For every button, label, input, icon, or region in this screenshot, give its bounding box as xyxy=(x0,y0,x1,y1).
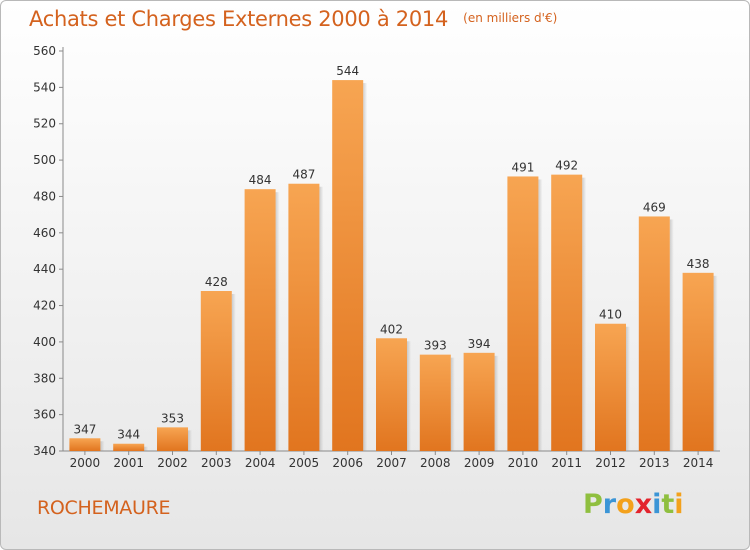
bar xyxy=(682,272,714,451)
bar-shadow xyxy=(669,219,674,451)
logo-letter: i xyxy=(652,489,662,520)
y-tick-label: 400 xyxy=(33,335,56,349)
proxiti-logo: Proxiti xyxy=(583,489,684,520)
x-tick-label: 2008 xyxy=(420,456,451,470)
y-tick-label: 440 xyxy=(33,262,56,276)
bar xyxy=(288,183,320,451)
logo-letter: o xyxy=(616,489,635,520)
y-tick-label: 420 xyxy=(33,299,56,313)
y-tick-label: 360 xyxy=(33,408,56,422)
x-tick-label: 2014 xyxy=(683,456,714,470)
bar-shadow xyxy=(319,186,324,451)
x-tick-label: 2009 xyxy=(464,456,495,470)
logo-letter: t xyxy=(661,489,675,520)
bar-value-label: 344 xyxy=(117,428,140,442)
y-tick-label: 540 xyxy=(33,80,56,94)
bar xyxy=(157,427,188,451)
bar-value-label: 544 xyxy=(336,64,359,78)
bar-shadow xyxy=(188,430,192,451)
x-tick-label: 2010 xyxy=(508,456,539,470)
chart-title-block: Achats et Charges Externes 2000 à 2014 (… xyxy=(29,7,557,31)
y-tick-label: 500 xyxy=(33,153,56,167)
bar-value-label: 438 xyxy=(687,257,710,271)
bar xyxy=(419,354,451,451)
bar-shadow xyxy=(407,341,411,451)
bar-value-label: 487 xyxy=(292,168,315,182)
bar xyxy=(113,443,145,451)
bar xyxy=(69,438,101,451)
x-tick-label: 2007 xyxy=(376,456,407,470)
bar-shadow xyxy=(100,441,105,451)
bar-shadow xyxy=(450,357,455,451)
bar xyxy=(244,189,276,451)
x-tick-label: 2011 xyxy=(551,456,582,470)
bar-shadow xyxy=(538,179,543,452)
y-tick-label: 460 xyxy=(33,226,56,240)
x-tick-label: 2013 xyxy=(639,456,670,470)
bar xyxy=(638,216,670,451)
bar-value-label: 492 xyxy=(555,159,578,173)
logo-letter: r xyxy=(602,489,617,520)
bar xyxy=(595,323,626,451)
bar-shadow xyxy=(231,294,236,451)
y-tick-label: 380 xyxy=(33,371,56,385)
y-tick-label: 560 xyxy=(33,44,56,58)
x-tick-label: 2000 xyxy=(70,456,101,470)
x-tick-label: 2002 xyxy=(157,456,188,470)
bar-shadow xyxy=(713,275,718,451)
y-tick-label: 480 xyxy=(33,189,56,203)
x-tick-label: 2005 xyxy=(289,456,320,470)
y-tick-label: 520 xyxy=(33,117,56,131)
bar-value-label: 410 xyxy=(599,308,622,322)
bar-shadow xyxy=(144,446,149,451)
bar-shadow xyxy=(582,177,587,452)
x-tick-label: 2003 xyxy=(201,456,232,470)
bar-value-label: 469 xyxy=(643,200,666,214)
bar-value-label: 347 xyxy=(73,422,96,436)
bar xyxy=(507,176,539,452)
logo-letter: P xyxy=(583,489,603,520)
x-tick-label: 2012 xyxy=(595,456,626,470)
city-name: ROCHEMAURE xyxy=(37,497,171,519)
y-tick-label: 340 xyxy=(33,444,56,458)
bar xyxy=(376,338,407,451)
bar-value-label: 491 xyxy=(511,160,534,174)
bar-shadow xyxy=(275,192,280,451)
bar-value-label: 428 xyxy=(205,275,228,289)
logo-letter: i xyxy=(674,489,684,520)
chart-subtitle: (en milliers d'€) xyxy=(463,11,558,25)
bar xyxy=(463,352,495,451)
bar-value-label: 394 xyxy=(468,337,491,351)
bar-value-label: 393 xyxy=(424,339,447,353)
logo-letter: x xyxy=(634,489,653,520)
bar-shadow xyxy=(626,326,630,451)
bar xyxy=(332,80,364,451)
x-tick-label: 2004 xyxy=(245,456,276,470)
bar xyxy=(551,174,583,452)
bar-shadow xyxy=(494,355,499,451)
bar-value-label: 402 xyxy=(380,322,403,336)
chart-title: Achats et Charges Externes 2000 à 2014 xyxy=(29,7,449,31)
x-tick-label: 2006 xyxy=(332,456,363,470)
x-tick-label: 2001 xyxy=(113,456,144,470)
bar xyxy=(200,291,232,451)
bar-value-label: 353 xyxy=(161,411,184,425)
bar-value-label: 484 xyxy=(249,173,272,187)
bar-shadow xyxy=(363,83,368,451)
